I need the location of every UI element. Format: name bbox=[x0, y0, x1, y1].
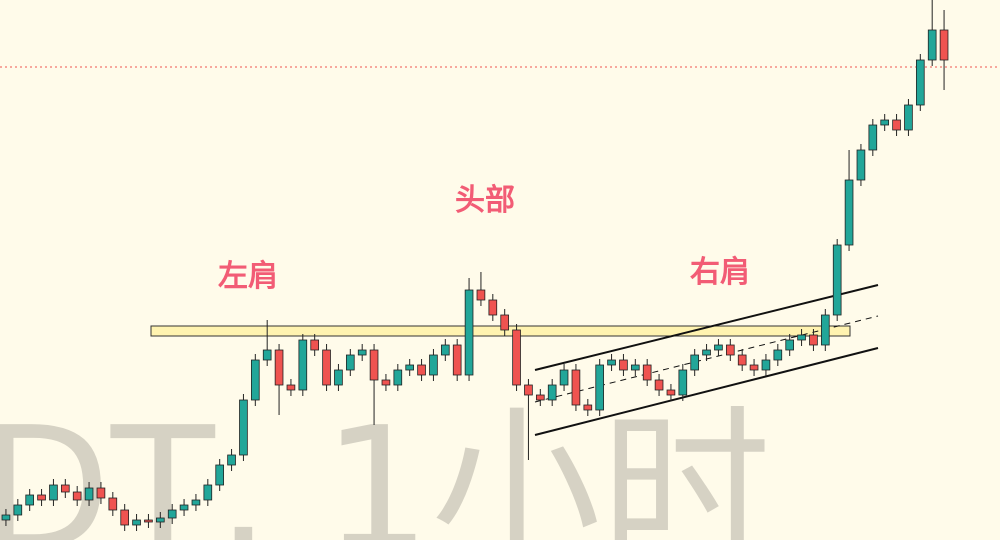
candle-body bbox=[1, 514, 11, 521]
candle-body bbox=[512, 329, 521, 386]
candle-body bbox=[239, 399, 248, 456]
candle-body bbox=[191, 499, 201, 506]
candle-body bbox=[939, 29, 949, 61]
candle-body bbox=[286, 384, 296, 391]
annotation: 左肩 bbox=[218, 259, 278, 294]
candle-body bbox=[868, 124, 878, 151]
candle-body bbox=[500, 314, 510, 331]
candle-body bbox=[844, 179, 854, 246]
candle-body bbox=[714, 344, 723, 351]
candle-body bbox=[215, 464, 225, 486]
candle-body bbox=[642, 364, 652, 381]
candle-body bbox=[381, 379, 391, 386]
candle-body bbox=[310, 339, 320, 351]
candle-body bbox=[595, 364, 605, 411]
candle-body bbox=[144, 519, 153, 523]
annotation: 右肩 bbox=[690, 255, 750, 290]
candles bbox=[1, 0, 949, 531]
candle-body bbox=[60, 484, 70, 493]
candle-body bbox=[761, 359, 771, 371]
candle-body bbox=[203, 484, 213, 501]
candle-body bbox=[298, 339, 308, 391]
candle-body bbox=[797, 334, 806, 341]
candle-body bbox=[702, 349, 711, 356]
candle-body bbox=[559, 369, 569, 386]
candle-body bbox=[524, 384, 533, 396]
candle-body bbox=[856, 149, 866, 181]
candle-body bbox=[583, 404, 593, 411]
candle-body bbox=[13, 504, 23, 516]
candle-body bbox=[440, 344, 450, 356]
candle-body bbox=[464, 289, 474, 376]
candle-body bbox=[892, 119, 901, 131]
candle-body bbox=[274, 349, 284, 386]
candle-body bbox=[72, 491, 82, 501]
candle-body bbox=[666, 389, 676, 396]
candle-body bbox=[357, 349, 367, 356]
annotation: 头部 bbox=[455, 183, 515, 218]
candle-body bbox=[49, 484, 58, 501]
candle-body bbox=[167, 509, 177, 519]
candle-body bbox=[108, 497, 118, 511]
channel-upper bbox=[534, 284, 879, 371]
candle-body bbox=[785, 339, 795, 351]
candle-body bbox=[476, 289, 486, 301]
candle-body bbox=[393, 369, 403, 386]
watermark: DT, 1小时 bbox=[0, 391, 771, 540]
candle-body bbox=[452, 344, 462, 376]
candle-body bbox=[630, 364, 640, 371]
candle-body bbox=[488, 299, 498, 316]
candle-body bbox=[607, 359, 616, 366]
candle-body bbox=[417, 364, 426, 376]
candle-body bbox=[405, 364, 415, 371]
candle-body bbox=[820, 314, 830, 346]
candle-body bbox=[654, 379, 664, 391]
candle-body bbox=[322, 349, 331, 386]
candle-body bbox=[96, 487, 106, 499]
candle-body bbox=[880, 119, 890, 126]
candle-body bbox=[429, 354, 438, 376]
candle-body bbox=[915, 59, 925, 106]
candle-body bbox=[25, 494, 35, 506]
candle-body bbox=[927, 29, 937, 61]
candle-body bbox=[37, 494, 46, 501]
channel-lower bbox=[534, 347, 879, 436]
candle-body bbox=[725, 344, 735, 356]
candle-body bbox=[571, 369, 581, 406]
candle-body bbox=[809, 334, 818, 346]
candle-body bbox=[678, 369, 688, 396]
candle-body bbox=[155, 517, 165, 523]
candle-body bbox=[345, 354, 355, 371]
candle-body bbox=[737, 354, 747, 366]
candle-body bbox=[262, 349, 272, 361]
candle-body bbox=[84, 487, 94, 501]
candle-body bbox=[334, 369, 343, 386]
candle-body bbox=[547, 384, 557, 401]
candle-body bbox=[749, 364, 759, 371]
candle-body bbox=[619, 359, 628, 371]
candle-body bbox=[120, 509, 130, 526]
candle-body bbox=[773, 349, 783, 361]
candle-body bbox=[179, 504, 189, 511]
candle-body bbox=[227, 454, 236, 466]
candle-body bbox=[535, 394, 545, 401]
candle-body bbox=[904, 104, 913, 131]
candle-body bbox=[369, 349, 379, 381]
candle-body bbox=[132, 519, 141, 526]
candle-body bbox=[690, 354, 700, 371]
candle-body bbox=[832, 244, 842, 316]
candle-body bbox=[250, 359, 260, 401]
